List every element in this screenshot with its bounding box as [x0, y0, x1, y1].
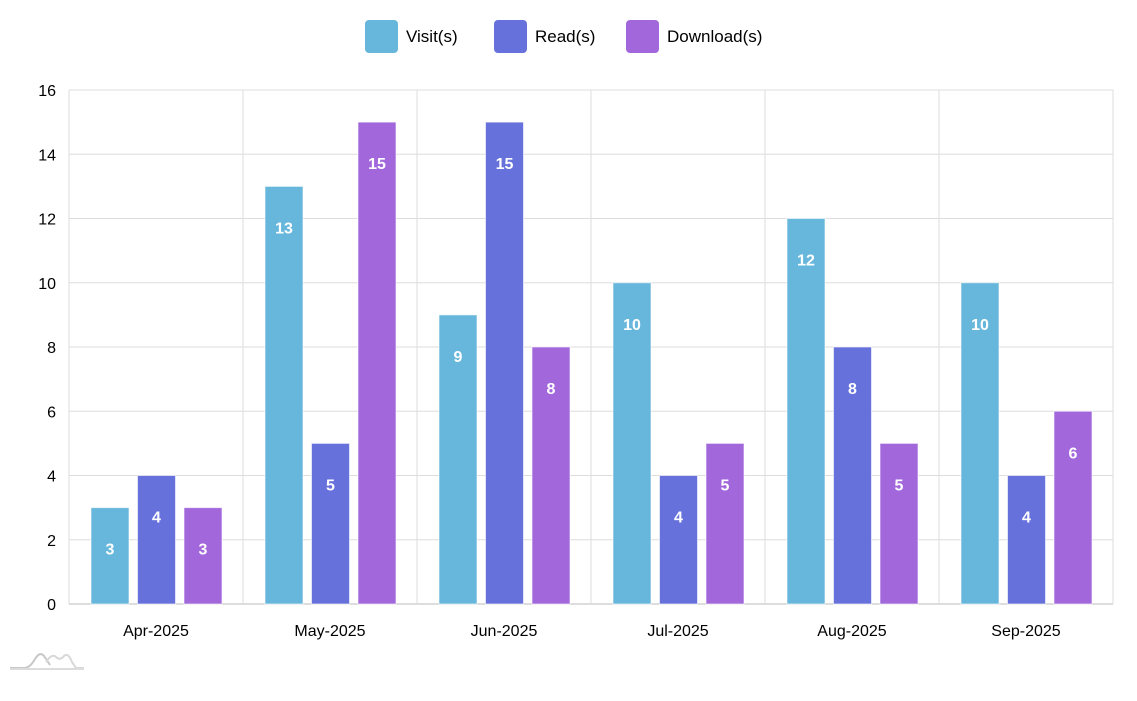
data-label: 5 [895, 477, 904, 494]
data-label: 4 [674, 510, 683, 527]
data-label: 3 [106, 542, 115, 559]
bar [833, 346, 872, 605]
y-tick-label: 6 [47, 404, 56, 421]
legend-swatch [626, 20, 659, 53]
bar [90, 507, 130, 605]
data-label: 10 [971, 317, 989, 334]
bar [357, 121, 397, 605]
data-label: 8 [848, 381, 857, 398]
y-tick-label: 10 [38, 276, 56, 293]
x-axis: Apr-2025 May-2025 Jun-2025 Jul-2025 Aug-2025… [123, 623, 1061, 640]
bar [879, 442, 919, 605]
legend-item-downloads[interactable]: Download(s) [626, 20, 762, 53]
data-label: 15 [496, 156, 514, 173]
data-label: 13 [275, 220, 293, 237]
x-tick-label: Jul-2025 [647, 623, 708, 640]
bar [612, 282, 652, 605]
data-label: 8 [547, 381, 556, 398]
bars: 3 4 3 13 5 15 9 15 8 10 4 5 12 8 5 10 4 6 [90, 121, 1093, 605]
y-tick-label: 8 [47, 340, 56, 357]
x-tick-label: May-2025 [294, 623, 365, 640]
y-tick-label: 14 [38, 147, 56, 164]
x-tick-label: Sep-2025 [991, 623, 1060, 640]
y-tick-label: 0 [47, 597, 56, 614]
data-label: 10 [623, 317, 641, 334]
data-label: 6 [1069, 445, 1078, 462]
data-label: 9 [454, 349, 463, 366]
data-label: 5 [721, 477, 730, 494]
data-label: 12 [797, 253, 815, 270]
data-label: 5 [326, 477, 335, 494]
data-label: 4 [1022, 510, 1031, 527]
y-tick-label: 12 [38, 212, 56, 229]
y-tick-label: 2 [47, 533, 56, 550]
bar [960, 282, 1000, 605]
y-tick-label: 16 [38, 83, 56, 100]
bar [705, 442, 745, 605]
bar [786, 218, 826, 605]
x-tick-label: Apr-2025 [123, 623, 189, 640]
bar [137, 475, 176, 605]
data-label: 4 [152, 510, 161, 527]
legend-swatch [365, 20, 398, 53]
y-axis: 0 2 4 6 8 10 12 14 16 [38, 83, 56, 614]
legend-label: Visit(s) [406, 26, 458, 46]
bar [1053, 410, 1093, 605]
legend-item-reads[interactable]: Read(s) [494, 20, 595, 53]
x-tick-label: Aug-2025 [817, 623, 886, 640]
y-tick-label: 4 [47, 469, 56, 486]
data-label: 15 [368, 156, 386, 173]
data-label: 3 [199, 542, 208, 559]
bar [485, 121, 524, 605]
bar [659, 475, 698, 605]
legend-label: Download(s) [667, 26, 763, 46]
legend: Visit(s) Read(s) Download(s) [0, 20, 1137, 53]
legend-swatch [494, 20, 527, 53]
legend-item-visits[interactable]: Visit(s) [365, 20, 458, 53]
bar [531, 346, 571, 605]
bar [183, 507, 223, 605]
amcharts-logo-icon[interactable] [10, 653, 84, 670]
bar [1007, 475, 1046, 605]
legend-label: Read(s) [535, 26, 596, 46]
bar [438, 314, 478, 605]
grid [68, 89, 1114, 605]
x-tick-label: Jun-2025 [471, 623, 538, 640]
bar [311, 442, 350, 605]
bar [264, 185, 304, 605]
